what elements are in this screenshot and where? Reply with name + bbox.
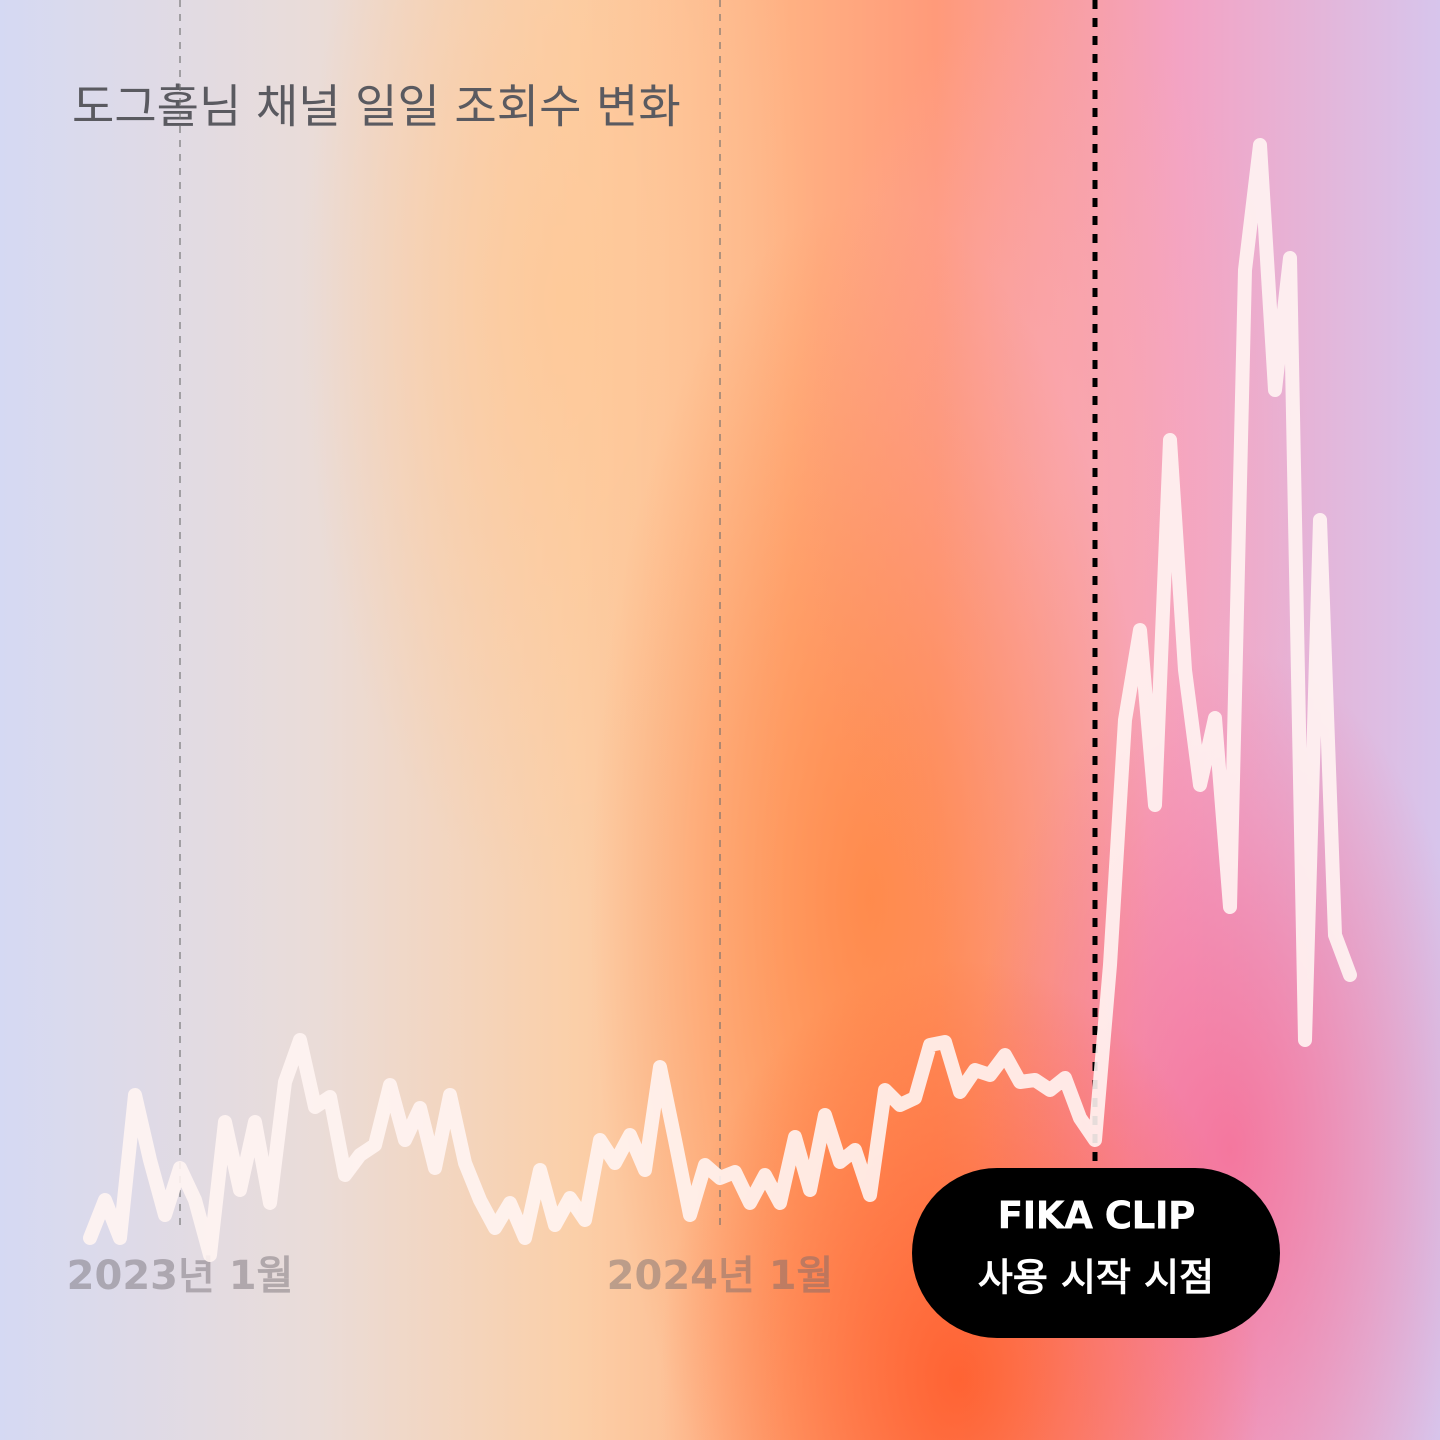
data-line [83,138,1357,1262]
chart-title: 도그홀님 채널 일일 조회수 변화 [72,80,681,134]
x-tick-label: 2024년 1월 [607,1253,834,1299]
annotation-text: 사용 시작 시점 [978,1256,1214,1300]
annotation-brand: FIKA CLIP [997,1194,1194,1238]
x-tick-label: 2023년 1월 [67,1253,294,1299]
annotation-badge [912,1168,1280,1338]
